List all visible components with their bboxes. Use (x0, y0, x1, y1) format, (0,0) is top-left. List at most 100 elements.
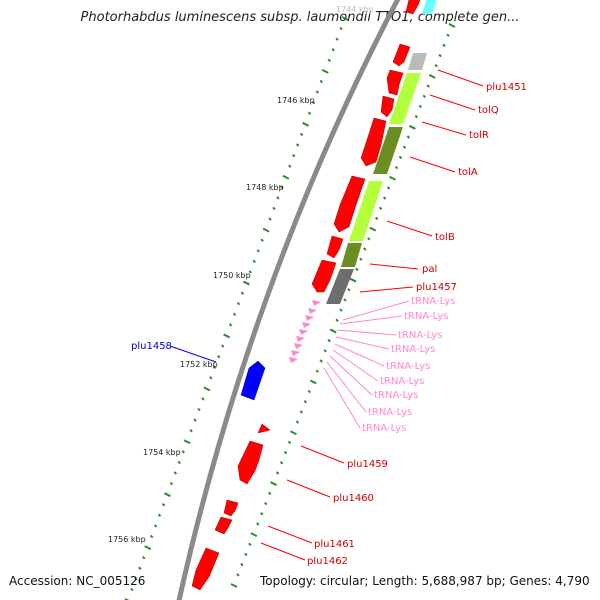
inner-tick-major (369, 226, 377, 232)
label-tolR[interactable]: tolR (469, 130, 489, 141)
label-plu1460[interactable]: plu1460 (333, 493, 374, 504)
outer-tick-minor (327, 58, 331, 63)
label-pal[interactable]: pal (422, 264, 437, 275)
inner-tick-minor (283, 450, 288, 455)
inner-tick-minor (307, 389, 312, 394)
inner-tick-minor (315, 369, 319, 373)
outer-tick-minor (232, 312, 237, 316)
label-trna-lys[interactable]: tRNA-Lys (386, 361, 430, 372)
outer-tick-minor (335, 37, 339, 41)
outer-tick-major (203, 386, 211, 392)
gene-arrow-tolR[interactable] (380, 95, 395, 118)
trna-marker[interactable] (305, 315, 314, 321)
feature-labels: plu1451 tolQ tolR tolA tolB pal plu1457 … (131, 82, 527, 567)
gene-arrow-plu1451[interactable] (392, 43, 411, 67)
label-tolA[interactable]: tolA (458, 167, 478, 178)
inner-tick-minor (287, 440, 292, 445)
trna-marker[interactable] (308, 308, 317, 314)
inner-tick-minor (343, 298, 347, 302)
inner-tick-minor (402, 145, 407, 149)
trna-marker[interactable] (299, 329, 308, 335)
inner-tick-minor (256, 522, 260, 526)
outer-tick-major (341, 16, 349, 21)
gene-arrow-plu1462[interactable] (214, 516, 233, 535)
outer-tick-minor (228, 323, 233, 327)
label-tolQ[interactable]: tolQ (478, 105, 499, 116)
cog-bar-green-dark (373, 127, 403, 174)
label-trna-lys[interactable]: tRNA-Lys (362, 423, 406, 434)
trna-markers (289, 300, 321, 363)
accession-label: Accession: NC_005126 (9, 574, 146, 588)
label-tolB[interactable]: tolB (435, 232, 455, 243)
gene-arrow-tolQ[interactable] (386, 69, 404, 96)
inner-tick-major (309, 379, 317, 385)
gene-arrow-plu1459[interactable] (237, 440, 264, 485)
outer-tick-minor (201, 397, 205, 401)
trna-marker[interactable] (294, 343, 303, 349)
label-trna-lys[interactable]: tRNA-Lys (374, 390, 418, 401)
outer-tick-minor (138, 566, 142, 570)
trna-marker[interactable] (296, 336, 305, 342)
outer-tick-minor (169, 481, 174, 486)
label-trna-lys[interactable]: tRNA-Lys (391, 344, 435, 355)
gene-arrow-pal[interactable] (326, 235, 344, 259)
inner-tick-minor (378, 206, 383, 210)
gene-arrow-bottom[interactable] (191, 547, 220, 591)
outer-tick-minor (252, 259, 256, 264)
cog-bar-gray-light (408, 53, 427, 70)
label-trna-lys[interactable]: tRNA-Lys (380, 376, 424, 387)
inner-tick-minor (359, 257, 363, 261)
axis-labels: 1744 kbp 1746 kbp 1748 kbp 1750 kbp 1752… (108, 5, 374, 544)
cog-bar-cyan (422, 0, 437, 14)
outer-tick-minor (161, 503, 166, 507)
inner-tick-minor (426, 84, 430, 88)
label-plu1458[interactable]: plu1458 (131, 341, 172, 352)
trna-marker[interactable] (302, 322, 311, 328)
outer-tick-minor (134, 577, 138, 581)
gene-arrow-tolA[interactable] (360, 117, 387, 167)
inner-tick-minor (267, 491, 272, 496)
axis-label-1754: 1754 kbp (143, 448, 181, 457)
gene-arrow-plu1461[interactable] (223, 499, 239, 517)
label-plu1461[interactable]: plu1461 (314, 539, 355, 550)
label-plu1451[interactable]: plu1451 (486, 82, 527, 93)
outer-tick-minor (142, 555, 146, 560)
label-plu1457[interactable]: plu1457 (416, 282, 457, 293)
outer-tick-minor (240, 291, 245, 295)
axis-label-1746: 1746 kbp (277, 96, 315, 105)
callout-lines (260, 69, 484, 561)
label-plu1459[interactable]: plu1459 (347, 459, 388, 470)
outer-tick-minor (189, 428, 193, 433)
cog-track (326, 0, 437, 304)
label-trna-lys[interactable]: tRNA-Lys (368, 407, 412, 418)
trna-marker[interactable] (312, 300, 321, 306)
inner-tick-minor (363, 247, 367, 251)
label-trna-lys[interactable]: tRNA-Lys (404, 311, 448, 322)
outer-tick-minor (177, 460, 181, 465)
gene-arrow-top (405, 0, 421, 15)
inner-tick-minor (236, 573, 240, 577)
gene-arrow-tolB[interactable] (333, 175, 366, 233)
outer-tick-minor (315, 90, 320, 94)
outer-tick-minor (248, 270, 253, 274)
gene-arrow-plu1460[interactable] (257, 423, 271, 434)
inner-tick-minor (374, 216, 379, 221)
gene-arrow-plu1457[interactable] (311, 259, 337, 293)
trna-marker[interactable] (291, 350, 300, 356)
trna-labels: tRNA-Lys tRNA-Lys tRNA-Lys tRNA-Lys tRNA-Lys… (362, 296, 455, 434)
inner-tick-minor (327, 338, 331, 343)
forward-genes (191, 0, 421, 591)
inner-tick-minor (260, 512, 264, 516)
label-trna-lys[interactable]: tRNA-Lys (411, 296, 455, 307)
gene-arrow-plu1458[interactable] (240, 360, 266, 401)
label-trna-lys[interactable]: tRNA-Lys (398, 330, 442, 341)
trna-marker[interactable] (289, 357, 298, 363)
label-plu1462[interactable]: plu1462 (307, 556, 348, 567)
inner-tick-minor (248, 542, 252, 546)
outer-tick-minor (339, 26, 343, 31)
outer-tick-minor (217, 354, 221, 359)
inner-tick-minor (335, 318, 339, 322)
outer-tick-minor (292, 153, 296, 158)
inner-tick-major (250, 532, 258, 537)
outer-tick-minor (181, 450, 185, 454)
